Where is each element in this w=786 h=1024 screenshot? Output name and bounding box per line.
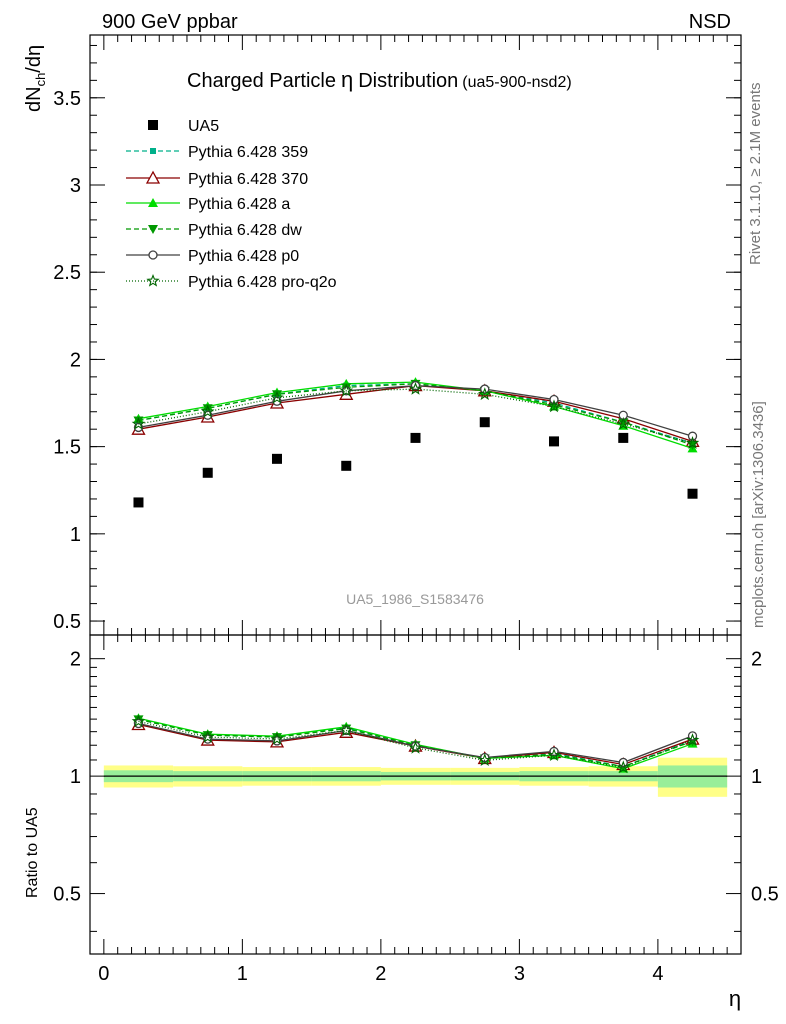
legend-label: Pythia 6.428 p0: [188, 248, 299, 265]
ratio-series-layer: [131, 713, 700, 774]
x-tick-label: 2: [375, 963, 386, 985]
legend-entry: Pythia 6.428 pro-q2o: [126, 273, 337, 291]
ratio-point: [339, 723, 354, 737]
main-y-tick-label: 2.5: [53, 262, 81, 284]
legend-label: Pythia 6.428 370: [188, 171, 308, 188]
main-y-tick-label: 3.5: [53, 88, 81, 110]
data-point: [131, 416, 146, 430]
legend-label: UA5: [188, 118, 219, 135]
ratio-point: [616, 760, 631, 774]
data-point: [202, 404, 213, 414]
legend-label: Pythia 6.428 a: [188, 196, 290, 213]
uncertainty-band: [103, 757, 728, 797]
legend-entry: Pythia 6.428 a: [126, 196, 290, 213]
process-label: NSD: [689, 11, 731, 33]
ratio-point: [547, 748, 561, 761]
data-point: [685, 435, 700, 449]
legend-marker: [148, 225, 158, 234]
data-point: [202, 467, 213, 478]
ratio-point: [408, 740, 423, 754]
ratio-line: [138, 720, 693, 769]
ratio-frame: [89, 634, 742, 955]
data-point: [270, 390, 284, 404]
data-point: [549, 436, 560, 447]
x-tick-label: 0: [98, 963, 109, 985]
legend-label: Pythia 6.428 359: [188, 144, 308, 161]
data-point: [271, 390, 282, 400]
data-point: [408, 382, 423, 395]
legend-marker: [148, 198, 158, 207]
x-tick-label: 1: [237, 963, 248, 985]
data-point: [547, 399, 561, 413]
ratio-panel: 0.5 0.5 1 1 2 2 0 1 2 3 4 Ratio to UA5 η: [24, 634, 779, 1011]
ratio-y-tick-label-right: 1: [751, 766, 762, 788]
legend-entry: Pythia 6.428 p0: [126, 248, 299, 265]
data-point: [271, 453, 282, 464]
chart-title: Charged Particle η Distribution (ua5-900-ns…: [187, 67, 572, 92]
x-tick-label: 4: [652, 963, 663, 985]
analysis-id-label: UA5_1986_S1583476: [346, 591, 484, 607]
x-tick-label: 3: [514, 963, 525, 985]
main-y-tick-label: 2: [70, 349, 81, 371]
x-axis-label: η: [729, 986, 741, 1011]
ratio-axis-ticks: 0.5 0.5 1 1 2 2 0 1 2 3 4: [53, 635, 779, 985]
ratio-point: [685, 733, 700, 746]
data-point: [687, 488, 698, 499]
energy-label: 900 GeV ppbar: [102, 11, 238, 33]
data-point: [618, 418, 629, 428]
main-panel: 0.5 1 1.5 2 2.5 3 3.5 Charged Particle η Distrib…: [23, 34, 742, 636]
main-y-tick-label: 1: [70, 524, 81, 546]
legend-entry: Pythia 6.428 359: [126, 144, 308, 161]
data-point: [133, 497, 144, 508]
main-y-tick-label: 0.5: [53, 611, 81, 633]
ratio-point: [270, 731, 284, 745]
data-point: [133, 416, 144, 426]
main-series-layer: [131, 377, 700, 508]
series-line: [138, 388, 693, 444]
ratio-y-tick-label: 2: [70, 649, 81, 671]
data-point: [616, 416, 630, 430]
main-y-tick-label: 1.5: [53, 437, 81, 459]
ratio-y-tick-label: 1: [70, 766, 81, 788]
main-y-tick-label: 3: [70, 175, 81, 197]
data-point: [410, 432, 421, 443]
legend: UA5 Pythia 6.428 359 Pythia 6.428 370 Pythi…: [126, 118, 337, 291]
series-line: [138, 383, 693, 446]
main-axis-ticks: 0.5 1 1.5 2 2.5 3 3.5: [53, 35, 741, 635]
ratio-series-5: [131, 714, 700, 774]
legend-marker: [150, 148, 156, 154]
series-0: [133, 417, 698, 508]
ratio-point: [131, 714, 146, 728]
legend-marker: [148, 120, 158, 130]
rivet-label: Rivet 3.1.10, ≥ 2.1M events: [747, 83, 764, 266]
ratio-y-axis-label: Ratio to UA5: [24, 807, 41, 898]
legend-label: Pythia 6.428 pro-q2o: [188, 274, 337, 291]
series-6: [131, 382, 700, 449]
ratio-point: [477, 753, 492, 766]
legend-entry: Pythia 6.428 dw: [126, 222, 302, 239]
main-y-axis-label: dNch/dη: [23, 45, 48, 112]
legend-marker: [146, 273, 160, 287]
legend-marker: [145, 170, 161, 184]
data-point: [341, 460, 352, 471]
mcplots-label: mcplots.cern.ch [arXiv:1306.3436]: [750, 401, 767, 628]
legend-entry: Pythia 6.428 370: [126, 170, 308, 188]
legend-marker: [148, 250, 158, 260]
data-point: [339, 383, 354, 397]
series-line: [138, 384, 693, 437]
legend-entry: UA5: [148, 118, 219, 135]
ratio-point: [201, 730, 215, 743]
data-point: [477, 387, 492, 401]
legend-label: Pythia 6.428 dw: [188, 222, 302, 239]
data-point: [201, 404, 215, 418]
ratio-y-tick-label-right: 0.5: [751, 884, 779, 906]
data-point: [479, 417, 490, 428]
data-point: [618, 432, 629, 443]
ratio-y-tick-label: 0.5: [53, 884, 81, 906]
ratio-y-tick-label-right: 2: [751, 649, 762, 671]
